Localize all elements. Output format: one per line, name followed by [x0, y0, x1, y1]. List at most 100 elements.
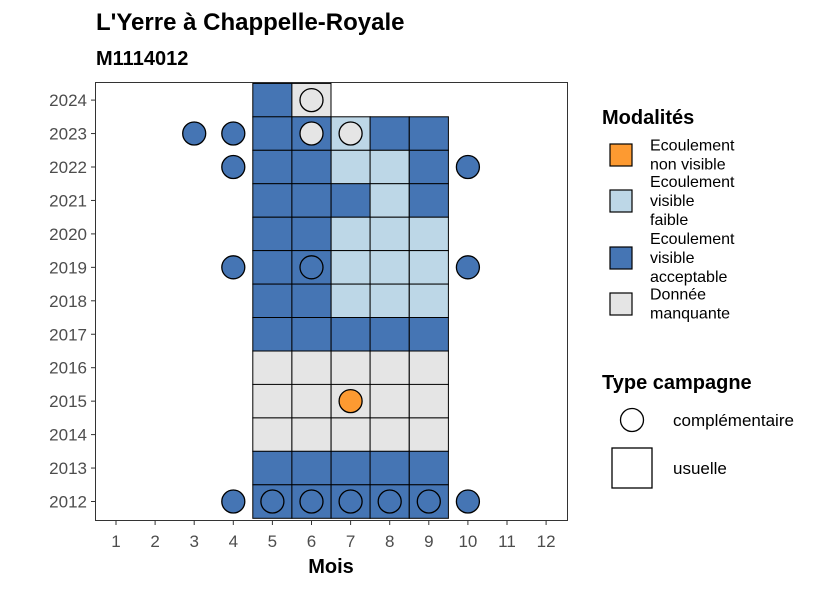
y-axis: 2012 2013 2014 2015 2016 2017 2018 2019 2020 2021… — [49, 91, 96, 512]
tile-2016-8 — [369, 350, 410, 385]
tile-2021-8 — [369, 183, 410, 218]
y-tick-label-2014: 2014 — [49, 426, 87, 445]
tile-2021-5 — [252, 183, 293, 218]
x-tick-label-7: 7 — [346, 532, 355, 551]
legend-key-dm — [609, 292, 633, 316]
tile-2022-6 — [291, 149, 332, 185]
tile-2018-7 — [330, 283, 371, 319]
tile-2014-8 — [369, 417, 410, 452]
tile-2019-7 — [330, 250, 371, 285]
x-tick-label-4: 4 — [229, 532, 238, 551]
legend-label-va-1: visible — [650, 250, 695, 267]
tile-2023-9 — [408, 116, 449, 151]
point-2012-4 — [221, 489, 246, 514]
y-tick-label-2015: 2015 — [49, 392, 87, 411]
tile-2017-9 — [408, 317, 449, 352]
complementary-points — [182, 87, 481, 514]
tile-2019-5 — [252, 250, 293, 285]
legend-label-complementaire: complémentaire — [673, 411, 794, 430]
point-2024-6 — [299, 87, 324, 113]
point-2022-10 — [455, 154, 481, 180]
tile-2021-7 — [330, 183, 371, 218]
y-tick-label-2019: 2019 — [49, 258, 87, 277]
y-tick-label-2020: 2020 — [49, 225, 87, 244]
legend-key-complementaire — [619, 407, 645, 433]
x-axis: 1 2 3 4 5 6 7 8 9 10 11 12 — [111, 520, 556, 551]
tile-2021-6 — [291, 183, 332, 218]
y-tick-label-2021: 2021 — [49, 191, 87, 210]
tile-2013-6 — [291, 450, 332, 486]
tile-2015-6 — [291, 383, 332, 419]
point-2019-10 — [455, 255, 481, 280]
x-tick-label-6: 6 — [307, 532, 316, 551]
legend-label-vf-2: faible — [650, 212, 688, 229]
x-tick-label-3: 3 — [189, 532, 198, 551]
tile-2020-6 — [291, 216, 332, 252]
point-2022-4 — [221, 154, 246, 180]
y-tick-label-2012: 2012 — [49, 493, 87, 512]
tile-2021-9 — [408, 183, 449, 218]
point-2012-7 — [338, 489, 363, 514]
y-tick-label-2018: 2018 — [49, 292, 87, 311]
tile-2018-9 — [408, 283, 449, 319]
usual-tiles — [252, 82, 449, 519]
point-2019-4 — [221, 255, 246, 280]
tile-2014-7 — [330, 417, 371, 452]
point-2023-7 — [338, 121, 363, 146]
tile-2017-7 — [330, 317, 371, 352]
legend-label-nv-0: Ecoulement — [650, 138, 735, 155]
tile-2020-9 — [408, 216, 449, 252]
legend-label-nv-1: non visible — [650, 157, 726, 174]
tile-2018-8 — [369, 283, 410, 319]
tile-2020-5 — [252, 216, 293, 252]
point-2015-7 — [338, 388, 363, 414]
tile-2023-5 — [252, 116, 293, 151]
point-2012-6 — [299, 489, 324, 514]
legend-label-vf-0: Ecoulement — [650, 174, 735, 191]
legend-key-usuelle — [611, 447, 653, 489]
tile-2015-5 — [252, 383, 293, 419]
tile-2016-5 — [252, 350, 293, 385]
legend-label-dm-1: manquante — [650, 306, 730, 323]
tile-2013-5 — [252, 450, 293, 486]
y-tick-label-2017: 2017 — [49, 325, 87, 344]
tile-2019-9 — [408, 250, 449, 285]
tile-2016-6 — [291, 350, 332, 385]
legend-label-usuelle: usuelle — [673, 459, 727, 478]
x-tick-label-8: 8 — [385, 532, 394, 551]
tile-2016-9 — [408, 350, 449, 385]
legend-label-dm-0: Donnée — [650, 287, 706, 304]
y-tick-label-2023: 2023 — [49, 125, 87, 144]
chart-subtitle: M1114012 — [96, 48, 188, 70]
legend-key-vf — [609, 189, 633, 213]
tile-2022-9 — [408, 149, 449, 185]
legend-modalites-title: Modalités — [602, 107, 694, 129]
legend-label-va-0: Ecoulement — [650, 231, 735, 248]
x-tick-label-12: 12 — [537, 532, 556, 551]
tile-2017-6 — [291, 317, 332, 352]
x-tick-label-9: 9 — [424, 532, 433, 551]
chart-title: L'Yerre à Chappelle-Royale — [96, 9, 405, 36]
tile-2018-6 — [291, 283, 332, 319]
tile-2022-7 — [330, 149, 371, 185]
tile-2014-9 — [408, 417, 449, 452]
tile-2022-8 — [369, 149, 410, 185]
legend-label-va-2: acceptable — [650, 269, 727, 286]
y-tick-label-2024: 2024 — [49, 91, 87, 110]
x-tick-label-5: 5 — [268, 532, 277, 551]
tile-2013-7 — [330, 450, 371, 486]
tile-2022-5 — [252, 149, 293, 185]
tile-2017-5 — [252, 317, 293, 352]
x-axis-title: Mois — [308, 556, 354, 578]
tile-2018-5 — [252, 283, 293, 319]
tile-2017-8 — [369, 317, 410, 352]
tile-2016-7 — [330, 350, 371, 385]
tile-2013-9 — [408, 450, 449, 486]
tile-2020-7 — [330, 216, 371, 252]
tile-2014-5 — [252, 417, 293, 452]
x-tick-label-10: 10 — [458, 532, 477, 551]
point-2012-8 — [377, 489, 402, 514]
legend-type-campagne: Type campagne complémentaire usuelle — [602, 372, 794, 489]
